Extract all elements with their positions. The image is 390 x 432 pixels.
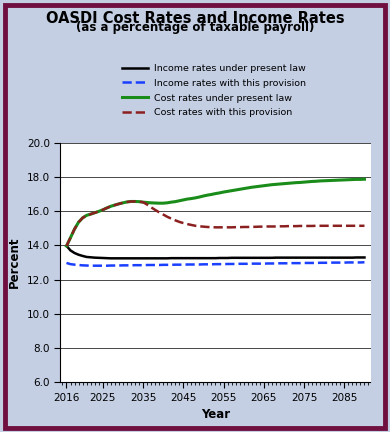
Legend: Income rates under present law, Income rates with this provision, Cost rates und: Income rates under present law, Income r… [117,59,310,122]
Text: (as a percentage of taxable payroll): (as a percentage of taxable payroll) [76,21,314,34]
Text: OASDI Cost Rates and Income Rates: OASDI Cost Rates and Income Rates [46,11,344,26]
Y-axis label: Percent: Percent [8,237,21,288]
X-axis label: Year: Year [201,408,230,421]
